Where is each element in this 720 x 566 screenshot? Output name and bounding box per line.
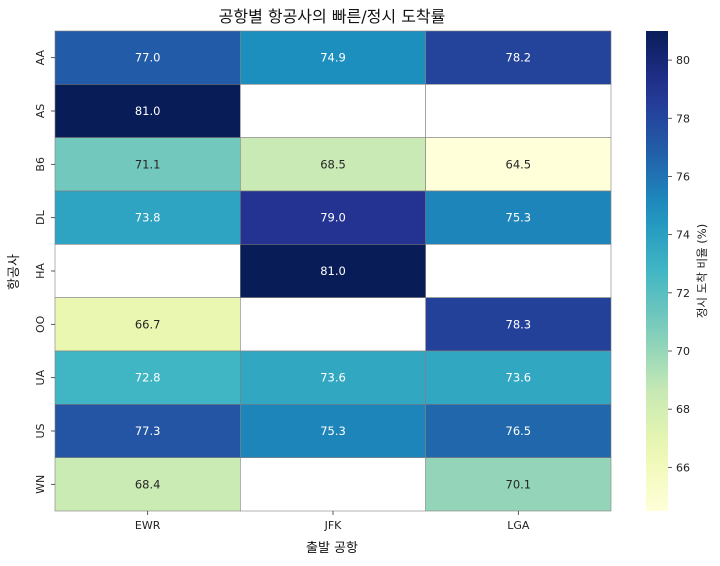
y-axis-label: 항공사	[7, 254, 22, 290]
y-tick-label: AA	[34, 50, 47, 66]
cell-value-label: 81.0	[320, 264, 346, 278]
y-tick-label: B6	[34, 157, 47, 172]
chart-title: 공항별 항공사의 빠른/정시 도착률	[219, 7, 446, 26]
cell-value-label: 64.5	[506, 157, 532, 171]
colorbar-tick-label: 70	[676, 345, 690, 358]
cell-value-label: 78.2	[506, 51, 532, 65]
heatmap-cell-UA-JFK	[240, 350, 426, 405]
x-tick-label: LGA	[507, 519, 530, 532]
y-tick-label: US	[34, 423, 47, 438]
heatmap-cell-DL-LGA	[425, 190, 612, 245]
heatmap-cell-AA-JFK	[240, 30, 426, 85]
cell-value-label: 79.0	[320, 211, 346, 225]
heatmap-cell-WN-JFK	[240, 457, 426, 512]
heatmap-cell-HA-LGA	[425, 244, 612, 298]
heatmap-cells: 77.0 74.9 78.2 81.0 71.1 68.5 64.5 73.8 79.0 75.3…	[54, 30, 612, 512]
heatmap-cell-OO-LGA	[425, 297, 612, 352]
heatmap-cell-UA-LGA	[425, 350, 612, 405]
heatmap-cell-US-LGA	[425, 404, 612, 458]
heatmap-cell-WN-EWR	[54, 457, 241, 512]
heatmap-cell-OO-JFK	[240, 297, 426, 352]
cell-value-label: 81.0	[135, 104, 161, 118]
heatmap-cell-US-EWR	[54, 404, 241, 458]
cell-value-label: 73.6	[506, 371, 532, 385]
cell-value-label: 78.3	[506, 317, 532, 331]
heatmap-cell-B6-EWR	[54, 137, 241, 192]
heatmap-cell-DL-EWR	[54, 190, 241, 245]
cell-value-label: 76.5	[506, 424, 532, 438]
colorbar-tick-label: 76	[676, 170, 690, 183]
colorbar-tick-label: 80	[676, 54, 690, 67]
cell-value-label: 75.3	[320, 424, 346, 438]
y-tick-label: UA	[34, 369, 47, 385]
y-tick-label: WN	[34, 475, 47, 494]
cell-value-label: 72.8	[135, 371, 161, 385]
colorbar-tick-label: 66	[676, 461, 690, 474]
heatmap-cell-HA-EWR	[54, 244, 241, 298]
y-tick-label: OO	[34, 315, 47, 333]
cell-value-label: 74.9	[320, 51, 346, 65]
cell-value-label: 75.3	[506, 211, 532, 225]
cell-value-label: 77.3	[135, 424, 161, 438]
heatmap-cell-UA-EWR	[54, 350, 241, 405]
heatmap-cell-AA-EWR	[54, 30, 241, 85]
heatmap-cell-AS-JFK	[240, 84, 426, 138]
colorbar-tick-label: 72	[676, 287, 690, 300]
x-tick-label: EWR	[135, 519, 161, 532]
colorbar-tick-label: 74	[676, 229, 690, 242]
y-tick-label: DL	[34, 210, 47, 225]
heatmap-cell-OO-EWR	[54, 297, 241, 352]
cell-value-label: 66.7	[135, 317, 161, 331]
cell-value-label: 68.4	[135, 477, 161, 491]
heatmap-cell-US-JFK	[240, 404, 426, 458]
cell-value-label: 73.6	[320, 371, 346, 385]
colorbar-ticks: 66 68 70 72 74 76 78 80	[668, 54, 690, 474]
cell-value-label: 68.5	[320, 157, 346, 171]
heatmap-cell-AS-EWR	[54, 84, 241, 138]
x-axis-ticks: EWR JFK LGA	[135, 511, 530, 532]
colorbar-tick-label: 78	[676, 112, 690, 125]
colorbar-label: 정시 도착 비율 (%)	[695, 224, 709, 318]
cell-value-label: 70.1	[506, 477, 532, 491]
heatmap-cell-AA-LGA	[425, 30, 612, 85]
x-axis-label: 출발 공항	[306, 541, 358, 556]
colorbar	[646, 31, 668, 511]
heatmap-cell-WN-LGA	[425, 457, 612, 512]
cell-value-label: 71.1	[135, 157, 161, 171]
heatmap-cell-B6-JFK	[240, 137, 426, 192]
cell-value-label: 77.0	[135, 51, 161, 65]
heatmap-cell-AS-LGA	[425, 84, 612, 138]
colorbar-tick-label: 68	[676, 403, 690, 416]
x-tick-label: JFK	[324, 519, 343, 532]
cell-value-label: 73.8	[135, 211, 161, 225]
y-axis-ticks: AA AS B6 DL HA OO UA US WN	[34, 50, 55, 494]
y-tick-label: AS	[34, 104, 47, 119]
y-tick-label: HA	[34, 263, 47, 279]
